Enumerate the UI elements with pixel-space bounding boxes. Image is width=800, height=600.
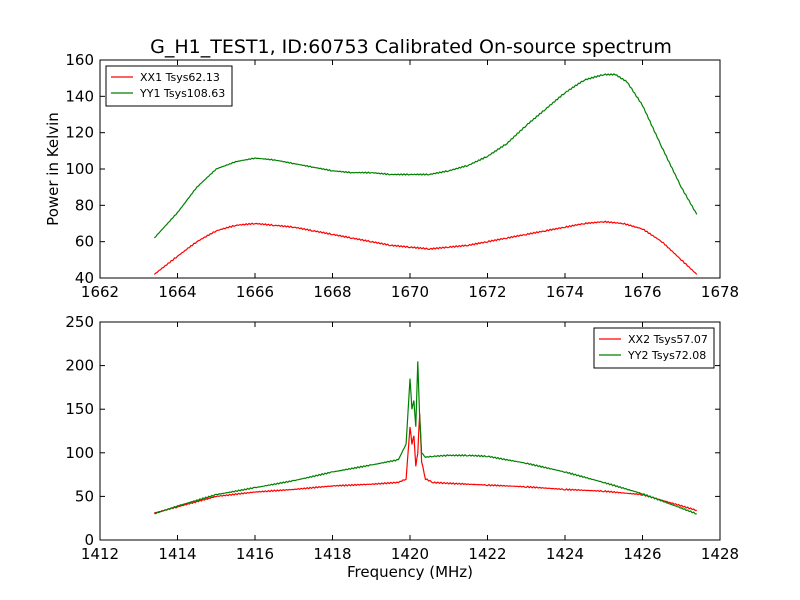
legend-box [593,327,715,369]
x-tick-label: 1676 [623,283,661,301]
legend-entry: YY1 Tsys108.63 [139,87,225,100]
y-tick-label: 150 [65,400,94,418]
x-tick-label: 1670 [391,283,429,301]
legend: XX1 Tsys62.13 YY1 Tsys108.63 [105,65,233,107]
y-tick-label: 0 [84,531,94,549]
y-tick-label: 160 [65,51,94,69]
x-tick-label: 1412 [81,545,119,563]
legend: XX2 Tsys57.07 YY2 Tsys72.08 [593,327,715,369]
figure-title: G_H1_TEST1, ID:60753 Calibrated On-sourc… [150,36,672,58]
y-tick-label: 200 [65,357,94,375]
x-tick-label: 1418 [313,545,351,563]
y-tick-label: 60 [75,233,94,251]
x-tick-label: 1666 [236,283,274,301]
y-tick-label: 50 [75,487,94,505]
x-tick-label: 1424 [546,545,584,563]
y-tick-label: 250 [65,313,94,331]
series-line-bottom-yy2 [154,361,697,515]
y-tick-label: 80 [75,196,94,214]
legend-entry: XX1 Tsys62.13 [140,71,220,84]
y-axis-label: Power in Kelvin [44,112,62,226]
x-tick-label: 1674 [546,283,584,301]
x-tick-label: 1416 [236,545,274,563]
y-tick-label: 120 [65,124,94,142]
top-spectrum-plot: 1662 1664 1666 1668 1670 1672 1674 1676 1678 40 60… [44,51,739,301]
x-tick-label: 1422 [468,545,506,563]
y-tick-label: 100 [65,160,94,178]
x-tick-label: 1662 [81,283,119,301]
x-tick-label: 1414 [158,545,196,563]
y-tick-label: 100 [65,444,94,462]
x-tick-label: 1428 [701,545,739,563]
series-line-bottom-xx2 [154,413,697,514]
legend-entry: XX2 Tsys57.07 [628,333,708,346]
x-tick-label: 1672 [468,283,506,301]
series-line-top-yy1 [153,73,698,239]
y-tick-label: 140 [65,87,94,105]
x-axis-label: Frequency (MHz) [347,563,473,581]
x-tick-label: 1664 [158,283,196,301]
legend-box [105,65,233,107]
x-tick-label: 1668 [313,283,351,301]
series-line-top-xx1 [153,220,698,275]
x-tick-label: 1420 [391,545,429,563]
x-tick-label: 1678 [701,283,739,301]
y-tick-label: 40 [75,269,94,287]
bottom-spectrum-plot: 1412 1414 1416 1418 1420 1422 1424 1426 1428 0 50 1… [65,313,739,581]
legend-entry: YY2 Tsys72.08 [627,349,706,362]
x-tick-label: 1426 [623,545,661,563]
